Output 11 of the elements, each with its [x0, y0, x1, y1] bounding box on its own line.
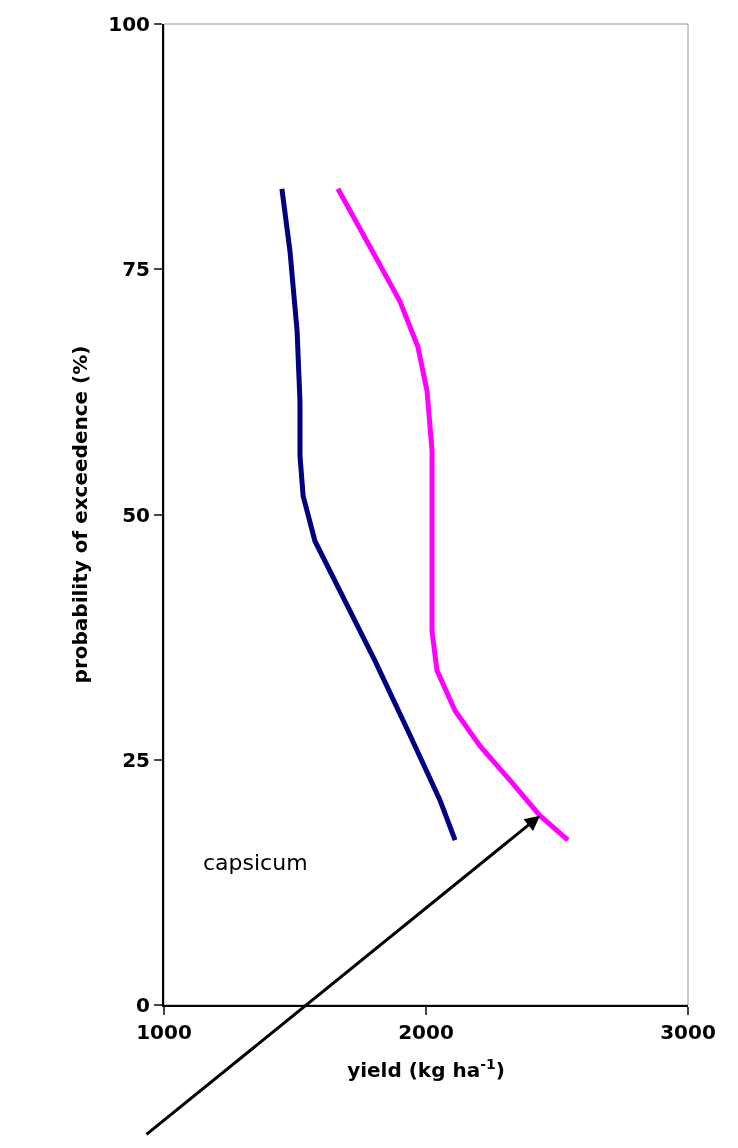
- x-tick-label: 3000: [660, 1020, 716, 1044]
- y-axis-title: probability of exceedence (%): [68, 345, 93, 684]
- x-axis-title: yield (kg ha$^{-1}$): [347, 1055, 505, 1082]
- x-tick-label: 2000: [398, 1020, 454, 1044]
- y-tick-label: 50: [122, 502, 150, 527]
- y-tick-label: 25: [122, 747, 150, 772]
- annotation: capsicum: [203, 850, 308, 875]
- y-tick-label: 75: [122, 257, 150, 282]
- y-tick-label: 0: [136, 993, 150, 1017]
- y-tick-label: 100: [108, 12, 150, 36]
- x-tick-label: 1000: [136, 1020, 192, 1044]
